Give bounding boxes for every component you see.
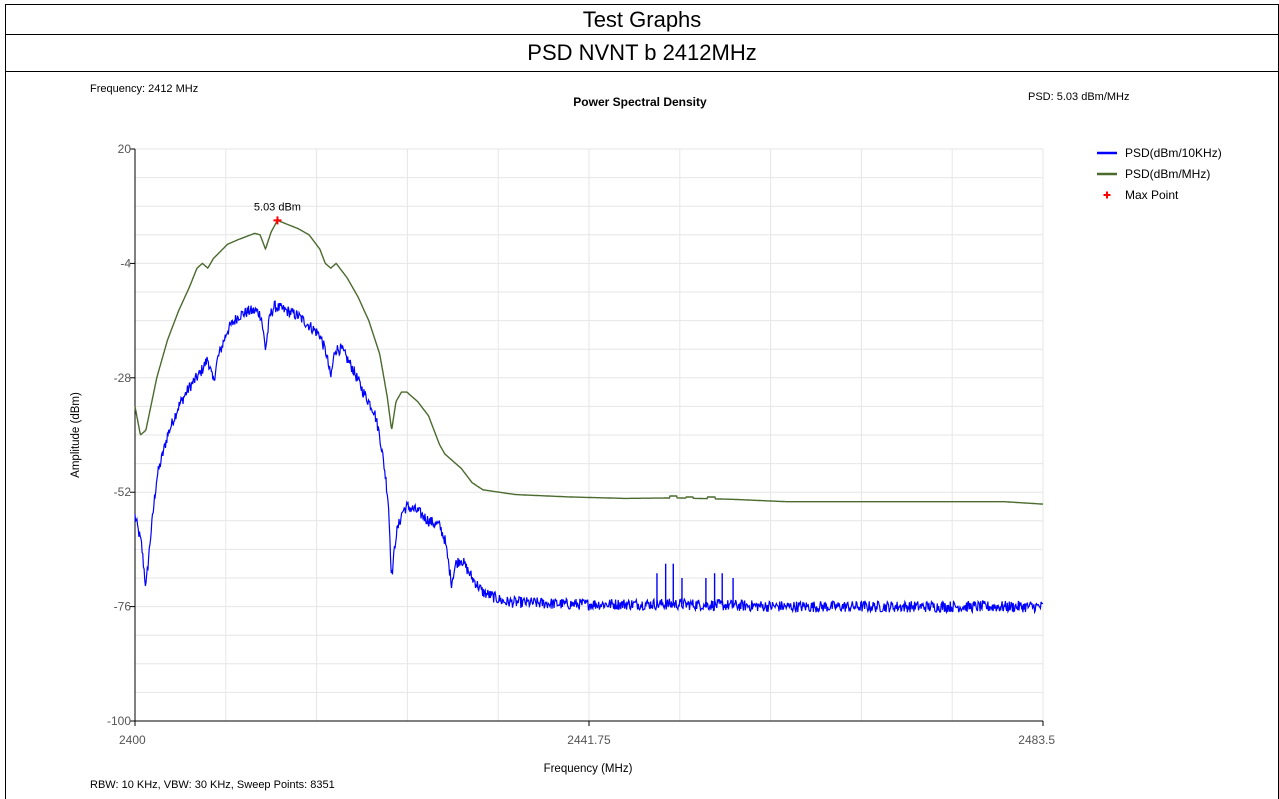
legend-max-point-swatch [1103,191,1111,199]
max-point-marker [273,216,282,225]
legend-label: PSD(dBm/10KHz) [1125,146,1222,160]
grid [134,148,1044,722]
y-tick-label: -76 [114,600,132,614]
y-tick-label: 20 [118,142,132,156]
report-title: Test Graphs [6,5,1278,35]
y-tick-label: -52 [114,485,132,499]
sweep-info: RBW: 10 KHz, VBW: 30 KHz, Sweep Points: … [90,779,335,791]
report-table: Test Graphs PSD NVNT b 2412MHz [5,4,1279,799]
max-point-label: 5.03 dBm [254,201,301,213]
x-axis-label: Frequency (MHz) [544,763,633,775]
series-line-psd-mhz [134,219,1043,505]
x-tick-label: 2400 [119,733,146,747]
y-axis-label: Amplitude (dBm) [70,392,82,478]
chart-title: Power Spectral Density [573,95,707,109]
frequency-info: Frequency: 2412 MHz [90,83,198,95]
report-subtitle: PSD NVNT b 2412MHz [6,35,1278,72]
x-tick-label: 2441.75 [567,733,611,747]
series-layer [134,219,1044,615]
x-tick-label: 2483.5 [1018,733,1055,747]
max-point-layer: 5.03 dBm [254,201,301,225]
y-tick-label: -100 [107,714,131,728]
legend: PSD(dBm/10KHz) PSD(dBm/MHz) Max Point [1097,146,1222,202]
axes: 20 -4 -28 -52 -76 -100 2400 2441.75 2483.5 [107,142,1055,747]
psd-info: PSD: 5.03 dBm/MHz [1028,91,1129,103]
y-tick-label: -4 [120,256,131,270]
series-line-psd-10khz [134,300,1044,615]
legend-label: PSD(dBm/MHz) [1125,167,1210,181]
y-tick-label: -28 [114,371,132,385]
legend-label: Max Point [1125,188,1179,202]
